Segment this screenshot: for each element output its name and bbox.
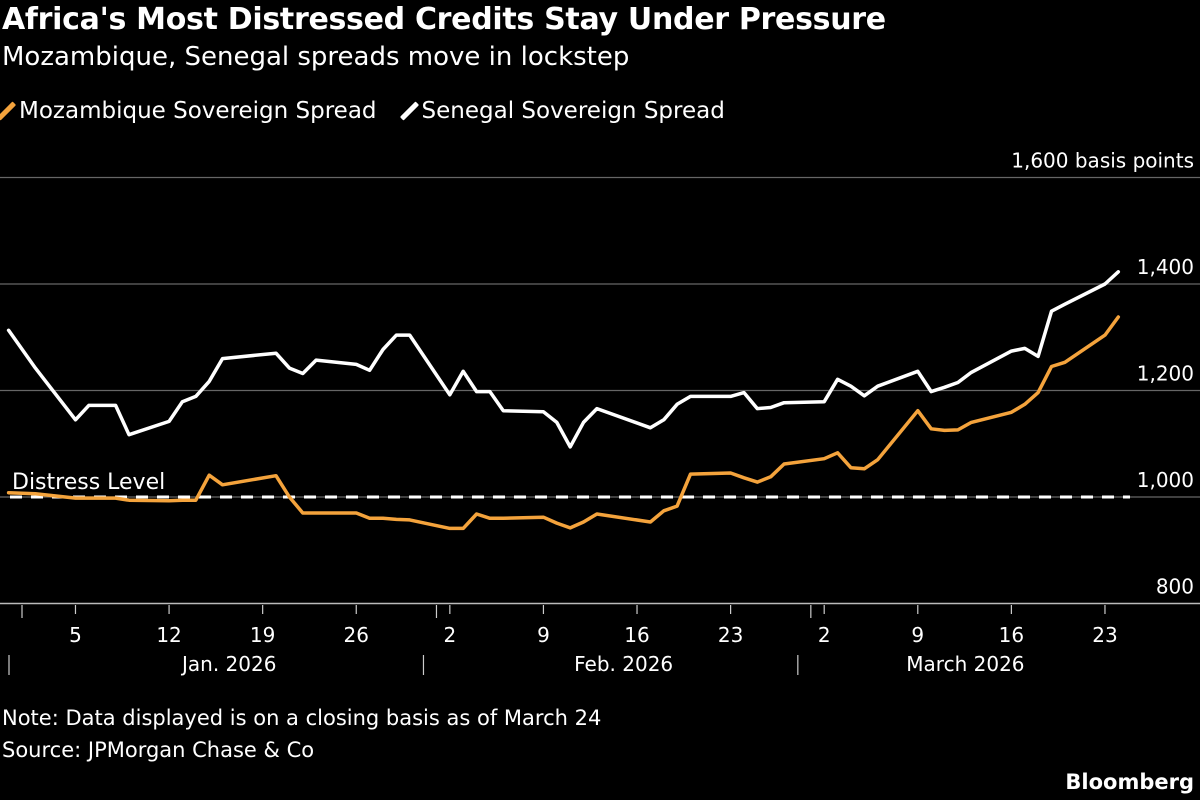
x-tick-label: 9: [537, 623, 550, 647]
x-month-label: Feb. 2026: [574, 652, 673, 676]
legend: Mozambique Sovereign Spread Senegal Sove…: [0, 98, 725, 124]
x-tick-label: 2: [818, 623, 831, 647]
chart-source: Source: JPMorgan Chase & Co: [2, 738, 315, 762]
x-tick-label: 23: [1092, 623, 1117, 647]
x-tick-label: 16: [624, 623, 649, 647]
chart-title: Africa's Most Distressed Credits Stay Un…: [2, 2, 886, 37]
x-month-label: March 2026: [906, 652, 1024, 676]
y-tick-label: 1,000: [1137, 468, 1194, 492]
x-tick-label: 16: [999, 623, 1024, 647]
y-tick-label: 1,600 basis points: [1011, 149, 1194, 173]
legend-item-mozambique: Mozambique Sovereign Spread: [0, 98, 377, 124]
chart-subtitle: Mozambique, Senegal spreads move in lock…: [2, 42, 630, 72]
distress-level-label: Distress Level: [12, 470, 165, 495]
x-tick-label: 2: [443, 623, 456, 647]
x-tick-label: 5: [69, 623, 82, 647]
legend-label-senegal: Senegal Sovereign Spread: [421, 98, 725, 124]
x-tick-label: 23: [718, 623, 743, 647]
x-tick-label: 26: [344, 623, 369, 647]
bloomberg-logo: Bloomberg: [1065, 770, 1194, 794]
legend-label-mozambique: Mozambique Sovereign Spread: [19, 98, 377, 124]
x-month-label: Jan. 2026: [180, 652, 276, 676]
legend-item-senegal: Senegal Sovereign Spread: [399, 98, 725, 124]
y-tick-label: 800: [1156, 575, 1194, 599]
x-tick-label: 12: [156, 623, 181, 647]
chart-note: Note: Data displayed is on a closing bas…: [2, 706, 602, 730]
x-tick-label: 19: [250, 623, 275, 647]
y-tick-label: 1,400: [1137, 255, 1194, 279]
x-tick-label: 9: [911, 623, 924, 647]
senegal-spread-line: [6, 270, 1121, 449]
y-tick-label: 1,200: [1137, 362, 1194, 386]
mozambique-spread-line: [6, 315, 1121, 531]
